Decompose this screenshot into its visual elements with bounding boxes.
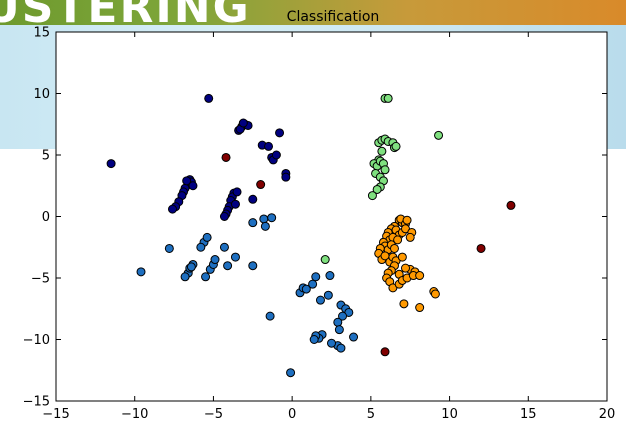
data-point bbox=[393, 235, 403, 245]
data-point bbox=[202, 232, 212, 242]
data-point bbox=[180, 272, 190, 282]
data-point bbox=[476, 243, 486, 253]
data-point bbox=[201, 272, 211, 282]
data-point bbox=[286, 368, 296, 378]
data-point bbox=[230, 252, 240, 262]
data-point bbox=[389, 243, 399, 253]
data-point bbox=[380, 347, 390, 357]
y-tick-label: 5 bbox=[42, 149, 50, 164]
data-point bbox=[232, 187, 242, 197]
data-point bbox=[349, 332, 359, 342]
y-tick-label: −5 bbox=[31, 272, 50, 287]
data-point bbox=[338, 311, 348, 321]
data-point bbox=[327, 338, 336, 348]
data-point bbox=[167, 204, 177, 214]
banner-title: USTERING bbox=[0, 0, 251, 33]
y-tick-label: 0 bbox=[42, 210, 50, 225]
data-point bbox=[230, 199, 240, 209]
y-tick-label: −15 bbox=[23, 395, 50, 410]
data-point bbox=[248, 218, 258, 228]
x-tick-label: 15 bbox=[520, 407, 537, 422]
y-tick-label: −10 bbox=[23, 333, 50, 348]
data-point bbox=[377, 146, 387, 156]
background-top-stripe bbox=[0, 0, 626, 25]
data-point bbox=[260, 221, 270, 231]
data-point bbox=[399, 299, 409, 309]
data-point bbox=[415, 271, 425, 281]
tick-labels-layer: −15 −10 −5 0 5 10 15 20 15 10 5 0 −5 −10 −15 bbox=[23, 26, 616, 423]
x-tick-label: 20 bbox=[599, 407, 616, 422]
data-point bbox=[219, 212, 229, 221]
data-point bbox=[164, 243, 174, 253]
data-point bbox=[430, 289, 440, 299]
data-point bbox=[256, 180, 266, 190]
data-point bbox=[391, 141, 401, 151]
data-point bbox=[506, 200, 516, 210]
data-point bbox=[415, 303, 425, 313]
data-point bbox=[311, 272, 321, 282]
data-point bbox=[188, 181, 198, 191]
data-point bbox=[265, 311, 275, 321]
data-point bbox=[238, 118, 248, 128]
data-point bbox=[267, 213, 277, 223]
points-layer bbox=[106, 93, 516, 378]
data-point bbox=[248, 261, 258, 271]
data-point bbox=[333, 317, 343, 327]
data-point bbox=[275, 128, 285, 138]
data-point bbox=[380, 165, 390, 175]
data-point bbox=[136, 267, 146, 277]
data-point bbox=[259, 214, 269, 224]
y-tick-label: 10 bbox=[33, 87, 50, 102]
data-point bbox=[367, 191, 377, 201]
data-point bbox=[264, 141, 274, 151]
data-point bbox=[196, 242, 206, 252]
data-point bbox=[223, 261, 233, 271]
data-point bbox=[309, 335, 319, 344]
y-tick-label: 15 bbox=[33, 26, 50, 41]
data-point bbox=[405, 232, 415, 242]
data-point bbox=[221, 152, 231, 162]
x-tick-label: 0 bbox=[288, 407, 296, 422]
x-tick-label: −10 bbox=[121, 407, 148, 422]
data-point bbox=[315, 295, 325, 305]
data-point bbox=[372, 184, 382, 194]
data-point bbox=[106, 159, 116, 169]
data-point bbox=[271, 150, 281, 160]
data-point bbox=[383, 93, 393, 103]
data-point bbox=[325, 271, 335, 281]
x-tick-label: 5 bbox=[367, 407, 375, 422]
data-point bbox=[219, 242, 229, 252]
chart-title: Classification bbox=[287, 9, 380, 25]
data-point bbox=[248, 194, 258, 204]
data-point bbox=[320, 255, 330, 265]
data-point bbox=[402, 215, 412, 225]
data-point bbox=[323, 290, 333, 300]
x-tick-label: 10 bbox=[441, 407, 458, 422]
data-point bbox=[336, 343, 346, 353]
data-point bbox=[204, 93, 214, 103]
data-point bbox=[308, 279, 318, 289]
data-point bbox=[434, 130, 444, 140]
x-tick-label: −5 bbox=[204, 407, 223, 422]
plot-frame bbox=[55, 31, 608, 402]
data-point bbox=[400, 263, 410, 273]
x-tick-label: −15 bbox=[42, 407, 69, 422]
data-point bbox=[301, 284, 311, 294]
data-point bbox=[186, 262, 196, 272]
data-point bbox=[397, 252, 407, 262]
data-point bbox=[334, 325, 344, 335]
data-point bbox=[281, 172, 291, 182]
data-point bbox=[182, 176, 192, 186]
data-point bbox=[210, 255, 220, 265]
